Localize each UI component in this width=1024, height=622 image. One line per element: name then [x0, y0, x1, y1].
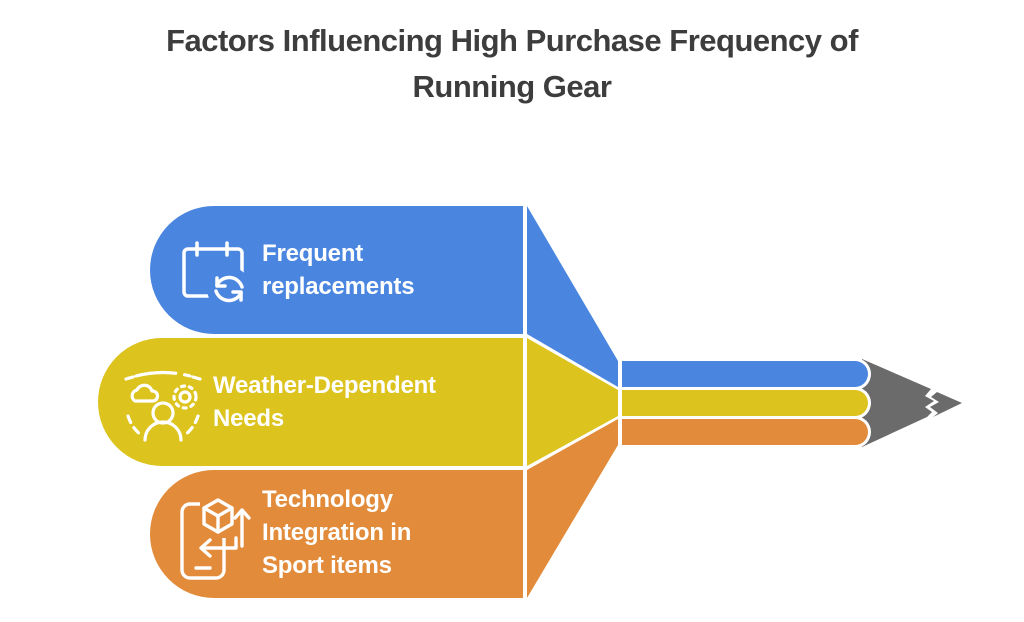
weather-person-icon — [122, 366, 204, 446]
factor-label-weather-dependent-needs: Weather-Dependent Needs — [213, 369, 436, 435]
factor-label-technology-integration: Technology Integration in Sport items — [262, 483, 411, 582]
pencil-strip-orange — [622, 419, 868, 445]
calendar-sync-icon — [176, 238, 252, 312]
pencil-tip-icon — [855, 355, 970, 451]
factor-label-line: Technology — [262, 486, 393, 513]
page-title-line1: Factors Influencing High Purchase Freque… — [166, 23, 858, 58]
factor-label-frequent-replacements: Frequent replacements — [262, 237, 415, 303]
factor-label-line: Weather-Dependent — [213, 372, 436, 399]
factor-label-line: Needs — [213, 405, 285, 432]
factor-label-line: Integration in — [262, 519, 412, 546]
pencil-strip-yellow — [622, 390, 868, 416]
factor-label-line: Frequent — [262, 240, 364, 267]
pencil-strip-blue — [622, 361, 868, 387]
factor-label-line: replacements — [262, 273, 415, 300]
factor-bar-weather-dependent-needs — [98, 338, 523, 466]
factor-label-line: Sport items — [262, 552, 392, 579]
page-title: Factors Influencing High Purchase Freque… — [0, 18, 1024, 110]
phone-ar-icon — [174, 492, 252, 582]
page-title-line2: Running Gear — [412, 69, 612, 104]
factor-bar-frequent-replacements — [150, 206, 523, 334]
